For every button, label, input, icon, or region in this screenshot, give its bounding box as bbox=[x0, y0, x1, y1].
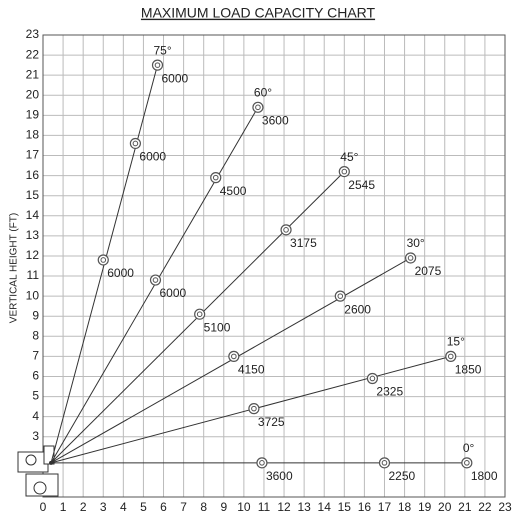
y-tick-label: 15 bbox=[26, 188, 40, 202]
chart: MAXIMUM LOAD CAPACITY CHART VERTICAL HEI… bbox=[0, 0, 517, 515]
x-tick-label: 18 bbox=[398, 500, 412, 514]
y-tick-label: 17 bbox=[26, 148, 40, 162]
load-point bbox=[130, 138, 140, 148]
y-tick-label: 8 bbox=[32, 328, 39, 342]
crane-wheel bbox=[26, 455, 36, 465]
y-tick-label: 3 bbox=[32, 429, 39, 443]
angle-label: 75° bbox=[153, 43, 171, 57]
y-tick-label: 6 bbox=[32, 369, 39, 383]
load-point bbox=[195, 309, 205, 319]
load-point bbox=[446, 351, 456, 361]
load-point bbox=[98, 255, 108, 265]
angle-label: 0° bbox=[463, 441, 475, 455]
load-label: 2325 bbox=[376, 385, 403, 399]
x-tick-label: 20 bbox=[438, 500, 452, 514]
boom-pivot bbox=[49, 461, 53, 465]
y-tick-label: 13 bbox=[26, 228, 40, 242]
load-label: 3175 bbox=[290, 236, 317, 250]
crane-wheel bbox=[34, 482, 46, 494]
load-label: 2600 bbox=[344, 302, 371, 316]
y-tick-label: 18 bbox=[26, 128, 40, 142]
crane-graphic bbox=[18, 446, 58, 496]
x-tick-label: 11 bbox=[258, 500, 271, 514]
y-tick-label: 11 bbox=[27, 268, 40, 282]
y-tick-label: 16 bbox=[26, 168, 40, 182]
x-tick-label: 15 bbox=[338, 500, 352, 514]
y-tick-label: 23 bbox=[26, 27, 40, 41]
load-point bbox=[367, 373, 377, 383]
x-tick-label: 5 bbox=[140, 500, 147, 514]
load-point bbox=[257, 458, 267, 468]
load-point bbox=[339, 167, 349, 177]
load-point bbox=[152, 60, 162, 70]
angle-label: 45° bbox=[340, 150, 358, 164]
x-tick-label: 6 bbox=[160, 500, 167, 514]
load-point bbox=[150, 275, 160, 285]
load-point bbox=[462, 458, 472, 468]
load-point bbox=[253, 102, 263, 112]
y-tick-label: 21 bbox=[26, 67, 40, 81]
load-label: 6000 bbox=[161, 71, 188, 85]
x-tick-label: 16 bbox=[358, 500, 372, 514]
angle-label: 60° bbox=[254, 85, 272, 99]
y-tick-label: 5 bbox=[32, 389, 39, 403]
x-tick-label: 21 bbox=[458, 500, 472, 514]
load-label: 2075 bbox=[415, 264, 442, 278]
x-tick-label: 10 bbox=[237, 500, 251, 514]
x-tick-label: 7 bbox=[180, 500, 187, 514]
load-label: 2250 bbox=[388, 469, 415, 483]
x-tick-label: 19 bbox=[418, 500, 432, 514]
load-point bbox=[281, 225, 291, 235]
load-label: 2545 bbox=[348, 178, 375, 192]
x-tick-label: 2 bbox=[80, 500, 87, 514]
x-tick-label: 4 bbox=[120, 500, 127, 514]
angle-label: 15° bbox=[447, 335, 465, 349]
load-label: 3600 bbox=[262, 113, 289, 127]
page: MAXIMUM LOAD CAPACITY CHART VERTICAL HEI… bbox=[0, 0, 517, 515]
x-tick-label: 17 bbox=[378, 500, 392, 514]
load-label: 1850 bbox=[455, 363, 482, 377]
y-tick-label: 4 bbox=[32, 409, 39, 423]
load-label: 3725 bbox=[258, 415, 285, 429]
y-axis-label: VERTICAL HEIGHT (FT) bbox=[9, 213, 20, 323]
x-tick-label: 1 bbox=[60, 500, 67, 514]
y-tick-label: 22 bbox=[26, 47, 40, 61]
load-label: 6000 bbox=[159, 286, 186, 300]
y-tick-label: 7 bbox=[32, 349, 39, 363]
y-tick-label: 10 bbox=[26, 288, 40, 302]
load-label: 4150 bbox=[238, 363, 265, 377]
load-label: 3600 bbox=[266, 469, 293, 483]
load-label: 5100 bbox=[204, 320, 231, 334]
load-point bbox=[211, 173, 221, 183]
x-tick-label: 9 bbox=[220, 500, 227, 514]
x-tick-label: 23 bbox=[498, 500, 512, 514]
load-point bbox=[335, 291, 345, 301]
load-point bbox=[229, 351, 239, 361]
load-label: 4500 bbox=[220, 184, 247, 198]
load-label: 6000 bbox=[139, 150, 166, 164]
load-label: 1800 bbox=[471, 469, 498, 483]
y-tick-label: 20 bbox=[26, 87, 40, 101]
angle-label: 30° bbox=[407, 236, 425, 250]
x-tick-label: 12 bbox=[277, 500, 291, 514]
x-tick-label: 13 bbox=[297, 500, 311, 514]
x-tick-label: 8 bbox=[200, 500, 207, 514]
y-tick-label: 9 bbox=[32, 308, 39, 322]
x-tick-label: 3 bbox=[100, 500, 107, 514]
y-tick-label: 12 bbox=[26, 248, 40, 262]
x-tick-label: 0 bbox=[40, 500, 47, 514]
y-tick-label: 19 bbox=[26, 108, 40, 122]
load-point bbox=[379, 458, 389, 468]
x-tick-label: 22 bbox=[478, 500, 492, 514]
load-label: 6000 bbox=[107, 266, 134, 280]
x-tick-label: 14 bbox=[318, 500, 332, 514]
chart-title: MAXIMUM LOAD CAPACITY CHART bbox=[141, 5, 376, 21]
load-point bbox=[406, 253, 416, 263]
load-point bbox=[249, 404, 259, 414]
y-tick-label: 14 bbox=[26, 208, 40, 222]
